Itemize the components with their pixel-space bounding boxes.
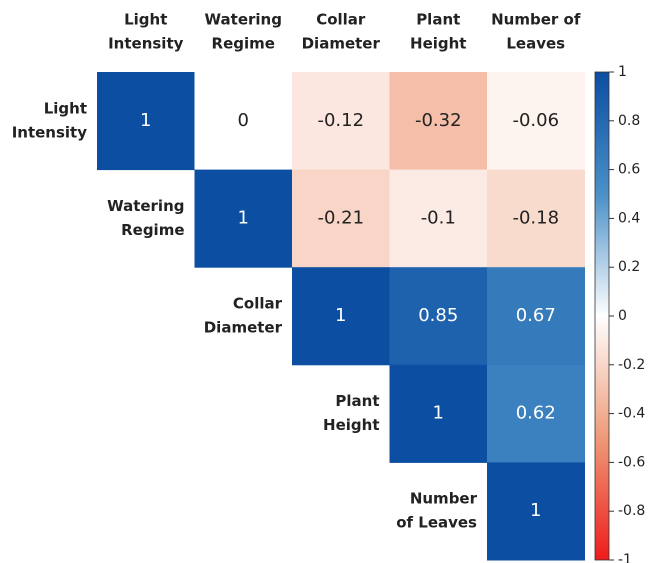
row-label: Watering — [107, 197, 184, 215]
row-label: Diameter — [204, 319, 283, 337]
heatmap-cell — [194, 72, 293, 171]
heatmap-cell — [389, 267, 488, 366]
heatmap-cell — [487, 267, 585, 366]
cell-value: -0.18 — [512, 207, 559, 228]
heatmap-cell — [292, 169, 390, 268]
heatmap-cell — [194, 169, 293, 268]
heatmap-cell — [487, 364, 585, 463]
heatmap-cell — [487, 462, 585, 561]
cell-value: 1 — [530, 500, 541, 521]
colorbar-tick-label: 0.6 — [618, 162, 640, 178]
row-label: Intensity — [12, 123, 88, 141]
cell-value: 0.85 — [418, 305, 458, 326]
colorbar-tick-label: -0.8 — [618, 503, 645, 519]
cell-value: 1 — [140, 110, 151, 131]
colorbar-tick-label: 0 — [618, 308, 627, 324]
cell-value: -0.21 — [317, 207, 364, 228]
heatmap-cell — [292, 72, 390, 171]
colorbar-tick-label: -0.4 — [618, 406, 645, 422]
colorbar-tick-label: -0.2 — [618, 357, 645, 373]
column-label: Regime — [212, 35, 275, 53]
colorbar-tick-label: 0.8 — [618, 113, 640, 129]
colorbar-tick-label: 1 — [618, 64, 627, 80]
heatmap-cell — [487, 169, 585, 268]
colorbar-tick-label: -1 — [618, 552, 632, 563]
heatmap-cell — [487, 72, 585, 171]
row-label: of Leaves — [396, 514, 477, 532]
colorbar-tick-label: 0.2 — [618, 259, 640, 275]
heatmap-cell — [389, 364, 488, 463]
column-label: Plant — [416, 11, 460, 29]
column-label: Height — [410, 35, 466, 53]
heatmap-cell — [389, 169, 488, 268]
cell-value: -0.1 — [421, 207, 456, 228]
row-label: Light — [44, 99, 87, 117]
cell-value: 1 — [433, 403, 444, 424]
row-label: Collar — [233, 295, 283, 313]
colorbar-tick-label: 0.4 — [618, 210, 640, 226]
cell-value: 1 — [238, 207, 249, 228]
heatmap-cell — [97, 72, 195, 171]
column-label: Collar — [316, 11, 366, 29]
column-label: Diameter — [302, 35, 381, 53]
cell-value: -0.06 — [512, 110, 559, 131]
column-label: Leaves — [506, 35, 565, 53]
column-label: Number of — [491, 11, 581, 29]
row-label: Height — [323, 416, 379, 434]
cell-value: -0.12 — [317, 110, 364, 131]
heatmap-cell — [389, 72, 488, 171]
heatmap-cell — [292, 267, 390, 366]
column-label: Watering — [205, 11, 282, 29]
row-label: Number — [410, 490, 478, 508]
colorbar-tick-label: -0.6 — [618, 454, 645, 470]
cell-value: 0.62 — [516, 403, 556, 424]
cell-value: 1 — [335, 305, 346, 326]
colorbar — [594, 71, 610, 561]
row-label: Regime — [121, 221, 184, 239]
column-label: Intensity — [108, 35, 184, 53]
cell-value: 0.67 — [516, 305, 556, 326]
row-label: Plant — [335, 392, 379, 410]
column-label: Light — [124, 11, 167, 29]
cell-value: 0 — [238, 110, 249, 131]
cell-value: -0.32 — [415, 110, 462, 131]
